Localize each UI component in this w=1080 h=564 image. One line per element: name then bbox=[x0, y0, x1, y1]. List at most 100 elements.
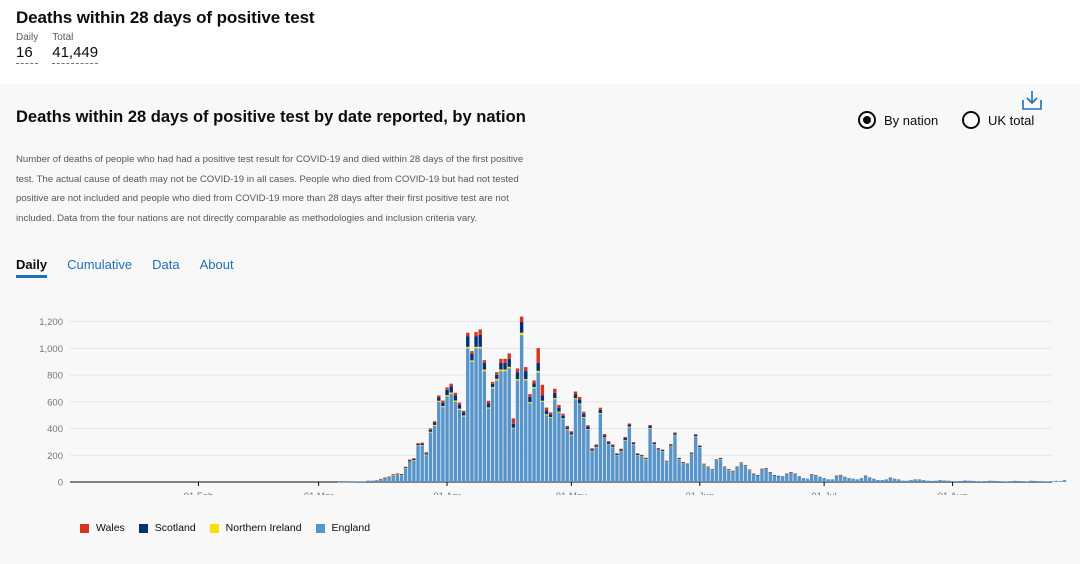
bar-segment-england bbox=[681, 463, 685, 482]
bar-segment-wales bbox=[420, 442, 424, 444]
radio-by-nation-label[interactable]: By nation bbox=[884, 112, 939, 128]
bar-segment-northern-ireland bbox=[764, 468, 768, 470]
radio-by-nation-circle[interactable] bbox=[858, 111, 876, 129]
bar-segment-england bbox=[959, 480, 963, 482]
radio-by-nation[interactable]: By nation bbox=[858, 111, 938, 129]
bar-segment-scotland bbox=[482, 362, 487, 370]
bar-segment-northern-ireland bbox=[420, 445, 424, 446]
download-button[interactable] bbox=[1020, 88, 1044, 112]
bar-segment-scotland bbox=[644, 458, 648, 460]
legend-item-wales: Wales bbox=[80, 522, 125, 534]
bar-segment-england bbox=[569, 435, 574, 482]
bar-segment-wales bbox=[631, 442, 636, 443]
bar-segment-northern-ireland bbox=[594, 446, 598, 448]
bar-segment-wales bbox=[606, 441, 611, 443]
bar-segment-wales bbox=[785, 473, 789, 475]
bar-segment-wales bbox=[793, 473, 797, 475]
metric-daily-value[interactable]: 16 bbox=[16, 44, 39, 64]
bar-segment-england bbox=[963, 480, 967, 482]
bar-segment-scotland bbox=[669, 444, 673, 446]
bar-segment-scotland bbox=[561, 415, 565, 419]
bar-segment-scotland bbox=[503, 362, 507, 370]
bar-segment-wales bbox=[553, 388, 557, 393]
bar-segment-england bbox=[399, 475, 404, 482]
tab-daily[interactable]: Daily bbox=[16, 257, 48, 278]
bar-segment-england bbox=[834, 475, 839, 482]
bar-segment-scotland bbox=[565, 427, 569, 430]
bar-segment-england bbox=[876, 480, 880, 482]
bar-segment-scotland bbox=[524, 371, 528, 380]
bar-segment-england bbox=[975, 481, 980, 482]
bar-segment-england bbox=[984, 481, 988, 482]
legend-label-scotland: Scotland bbox=[154, 522, 196, 534]
bar-segment-england bbox=[950, 481, 955, 482]
bar-segment-england bbox=[768, 472, 772, 482]
bar-segment-england bbox=[776, 475, 781, 482]
chart-tabs: Daily Cumulative Data About bbox=[16, 257, 234, 278]
bar-segment-northern-ireland bbox=[544, 414, 549, 416]
bar-segment-wales bbox=[577, 396, 582, 400]
bar-segment-northern-ireland bbox=[490, 387, 495, 389]
bar-segment-scotland bbox=[490, 383, 495, 388]
tab-data[interactable]: Data bbox=[152, 257, 180, 272]
bar-segment-northern-ireland bbox=[482, 369, 487, 372]
bar-segment-england bbox=[486, 408, 491, 482]
radio-uk-total-circle[interactable] bbox=[962, 111, 980, 129]
bar-segment-england bbox=[743, 465, 748, 482]
bar-segment-wales bbox=[648, 424, 652, 427]
legend-swatch-northern-ireland bbox=[209, 523, 219, 533]
bar-segment-england bbox=[370, 480, 375, 482]
bar-segment-scotland bbox=[660, 450, 665, 452]
bar-segment-wales bbox=[706, 466, 710, 467]
bar-segment-wales bbox=[747, 469, 752, 470]
bar-segment-england bbox=[996, 481, 1000, 482]
bar-segment-england bbox=[1042, 481, 1046, 482]
bar-segment-scotland bbox=[627, 424, 632, 427]
bar-segment-england bbox=[416, 445, 420, 482]
bar-segment-wales bbox=[453, 392, 458, 396]
tab-about[interactable]: About bbox=[199, 257, 234, 272]
bar-segment-england bbox=[751, 473, 756, 482]
bar-segment-northern-ireland bbox=[561, 418, 565, 420]
deaths-bar-chart: 0 200 400 600 800 1,000 1,200 01 Feb 01 Mar 01 Ap… bbox=[39, 316, 1067, 495]
bar-segment-wales bbox=[714, 459, 719, 460]
bar-segment-england bbox=[536, 372, 540, 482]
bar-segment-england bbox=[374, 480, 379, 482]
tab-cumulative[interactable]: Cumulative bbox=[67, 257, 133, 272]
bar-segment-scotland bbox=[702, 463, 706, 465]
bar-segment-northern-ireland bbox=[408, 461, 412, 463]
bar-segment-wales bbox=[673, 432, 677, 434]
bar-segment-wales bbox=[528, 394, 532, 397]
bar-segment-scotland bbox=[611, 445, 615, 447]
bar-segment-scotland bbox=[722, 466, 727, 468]
bar-segment-england bbox=[805, 478, 810, 482]
bar-segment-scotland bbox=[714, 459, 719, 461]
radio-uk-total-label[interactable]: UK total bbox=[988, 112, 1035, 128]
metric-daily-label: Daily bbox=[16, 32, 39, 43]
bar-segment-england bbox=[747, 469, 752, 482]
x-tick-label: 01 Jun bbox=[686, 491, 715, 495]
bar-segment-england bbox=[391, 475, 395, 482]
bar-segment-wales bbox=[809, 474, 814, 475]
bar-segment-england bbox=[718, 459, 723, 482]
bar-segment-england bbox=[677, 459, 681, 482]
bar-segment-wales bbox=[432, 421, 437, 423]
bar-segment-northern-ireland bbox=[652, 444, 656, 445]
bar-segment-wales bbox=[573, 391, 578, 395]
bar-segment-england bbox=[664, 461, 669, 482]
bar-segment-northern-ireland bbox=[615, 455, 619, 456]
bar-segment-scotland bbox=[635, 453, 640, 456]
bar-segment-wales bbox=[677, 457, 681, 459]
bar-segment-england bbox=[582, 417, 586, 482]
metric-total-value[interactable]: 41,449 bbox=[52, 44, 99, 64]
bar-segment-northern-ireland bbox=[644, 459, 648, 460]
bar-segment-northern-ireland bbox=[718, 459, 723, 460]
bar-segment-england bbox=[760, 469, 764, 482]
radio-uk-total[interactable]: UK total bbox=[962, 111, 1034, 129]
bar-segment-england bbox=[1013, 480, 1017, 482]
bar-segment-england bbox=[1058, 481, 1062, 482]
bar-segment-england bbox=[490, 388, 495, 482]
bar-segment-northern-ireland bbox=[445, 395, 449, 397]
bar-segment-wales bbox=[449, 383, 453, 387]
bar-segment-england bbox=[909, 480, 913, 482]
